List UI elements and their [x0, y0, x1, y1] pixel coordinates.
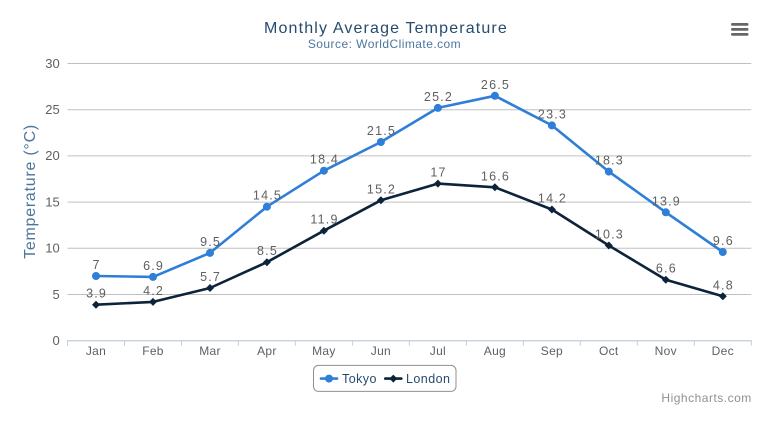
svg-text:5.7: 5.7: [200, 270, 221, 284]
svg-text:20: 20: [45, 148, 59, 163]
svg-text:14.2: 14.2: [538, 192, 567, 206]
svg-text:Jul: Jul: [430, 344, 446, 358]
svg-text:Mar: Mar: [199, 344, 221, 358]
svg-text:23.3: 23.3: [538, 107, 567, 121]
svg-text:4.8: 4.8: [713, 278, 734, 292]
svg-text:14.5: 14.5: [253, 189, 282, 203]
svg-text:16.6: 16.6: [481, 169, 510, 183]
svg-text:Nov: Nov: [655, 344, 677, 358]
svg-text:6.9: 6.9: [143, 259, 164, 273]
svg-text:Monthly Average Temperature: Monthly Average Temperature: [264, 20, 508, 37]
svg-text:Temperature (°C): Temperature (°C): [22, 124, 39, 259]
svg-text:Highcharts.com: Highcharts.com: [661, 391, 751, 405]
svg-text:18.3: 18.3: [595, 154, 624, 168]
svg-text:6.6: 6.6: [656, 262, 677, 276]
svg-text:Jun: Jun: [371, 344, 391, 358]
svg-text:26.5: 26.5: [481, 78, 510, 92]
svg-text:Oct: Oct: [599, 344, 619, 358]
svg-text:Apr: Apr: [257, 344, 277, 358]
svg-text:15.2: 15.2: [367, 182, 396, 196]
svg-text:15: 15: [45, 194, 59, 209]
svg-text:7: 7: [93, 258, 101, 272]
svg-text:Feb: Feb: [142, 344, 164, 358]
svg-text:5: 5: [52, 287, 59, 302]
svg-text:Dec: Dec: [712, 344, 734, 358]
svg-text:10: 10: [45, 241, 59, 256]
svg-text:25.2: 25.2: [424, 90, 453, 104]
svg-text:Aug: Aug: [484, 344, 506, 358]
svg-text:11.9: 11.9: [310, 213, 338, 227]
svg-text:May: May: [312, 344, 336, 358]
svg-text:13.9: 13.9: [652, 194, 681, 208]
svg-text:0: 0: [52, 333, 59, 348]
svg-text:21.5: 21.5: [367, 124, 396, 138]
svg-text:10.3: 10.3: [595, 228, 624, 242]
svg-text:Tokyo: Tokyo: [342, 372, 377, 386]
svg-text:18.4: 18.4: [310, 153, 339, 167]
svg-text:3.9: 3.9: [86, 287, 107, 301]
svg-text:9.5: 9.5: [200, 235, 221, 249]
svg-text:London: London: [406, 372, 450, 386]
svg-text:17: 17: [430, 166, 446, 180]
svg-text:25: 25: [45, 102, 59, 117]
svg-text:30: 30: [45, 56, 59, 71]
svg-text:8.5: 8.5: [257, 244, 278, 258]
svg-text:Sep: Sep: [541, 344, 563, 358]
svg-text:4.2: 4.2: [143, 284, 164, 298]
svg-text:9.6: 9.6: [713, 234, 734, 248]
svg-text:Source: WorldClimate.com: Source: WorldClimate.com: [308, 37, 461, 51]
svg-text:Jan: Jan: [86, 344, 106, 358]
